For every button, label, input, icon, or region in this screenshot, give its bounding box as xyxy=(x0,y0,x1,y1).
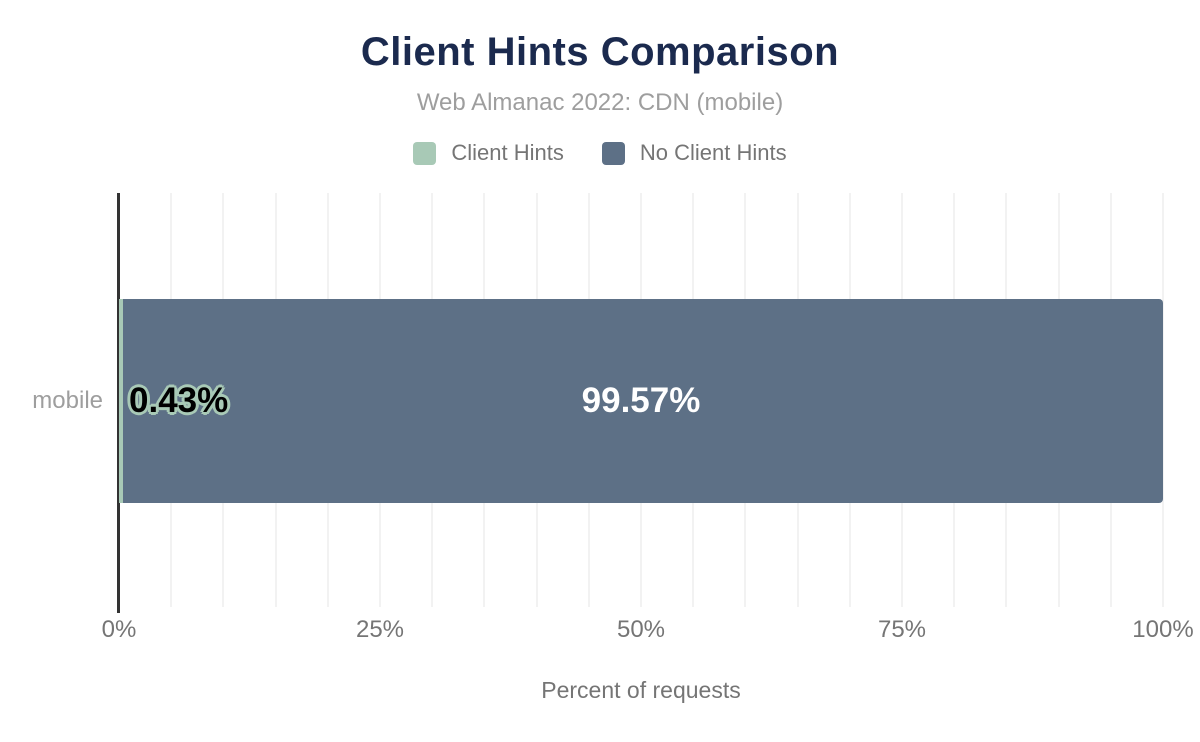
x-axis-title: Percent of requests xyxy=(541,677,741,703)
x-tick-label: 25% xyxy=(355,616,405,643)
chart-title: Client Hints Comparison xyxy=(360,30,840,74)
x-tick-label: 0% xyxy=(101,616,137,643)
legend-item-no-client-hints: No Client Hints xyxy=(601,140,787,166)
x-tick-label: 50% xyxy=(616,616,666,643)
legend-swatch-client-hints xyxy=(413,141,437,165)
legend-label-no-client-hints: No Client Hints xyxy=(639,140,787,165)
y-axis-line xyxy=(117,193,120,613)
gridline xyxy=(1162,193,1164,607)
plot-area: 0.43% 99.57% xyxy=(117,193,1164,613)
x-axis-tick-labels: 0% 25% 50% 75% 100% xyxy=(0,616,1200,646)
bar-value-no-client-hints: 99.57% xyxy=(581,381,701,420)
bar-segment-no-client-hints xyxy=(123,299,1163,503)
x-tick-label: 100% xyxy=(1132,616,1194,643)
bar-segment-client-hints xyxy=(119,299,124,503)
bar-value-client-hints: 0.43% xyxy=(129,381,229,420)
chart-subtitle: Web Almanac 2022: CDN (mobile) xyxy=(416,89,784,116)
legend-swatch-no-client-hints xyxy=(601,141,625,165)
x-tick-label: 75% xyxy=(877,616,927,643)
category-label-mobile: mobile xyxy=(32,387,103,414)
legend-item-client-hints: Client Hints xyxy=(413,140,564,166)
bar-row-mobile xyxy=(119,299,1163,503)
legend: Client Hints No Client Hints xyxy=(0,140,1200,166)
legend-label-client-hints: Client Hints xyxy=(451,140,564,165)
